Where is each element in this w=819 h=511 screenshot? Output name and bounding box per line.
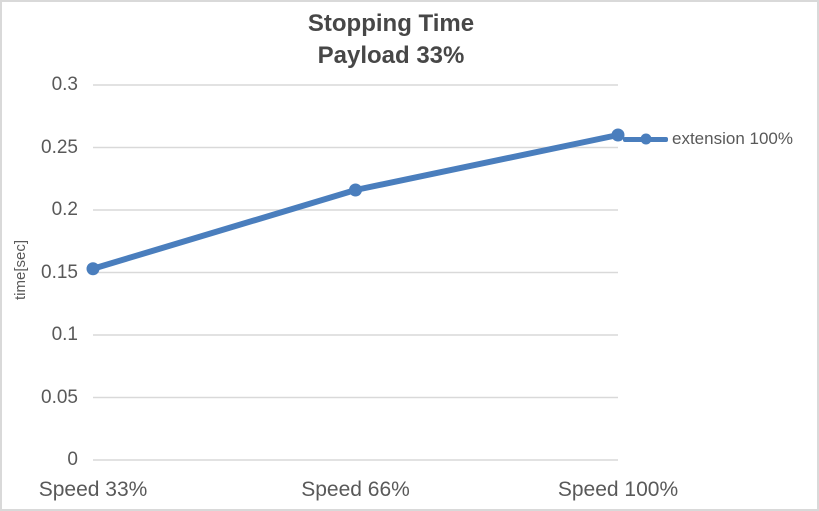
y-tick-label: 0.05 xyxy=(41,386,78,408)
chart-title-line2: Payload 33% xyxy=(317,42,465,69)
legend-line-marker-icon xyxy=(623,133,668,145)
legend-marker-dot-icon xyxy=(640,133,651,145)
data-point-marker xyxy=(611,128,625,142)
y-tick-label: 0.15 xyxy=(41,261,78,283)
y-tick-label: 0.25 xyxy=(41,136,78,158)
y-tick-label: 0.2 xyxy=(51,199,78,220)
x-axis-label: Speed 100% xyxy=(557,478,679,501)
y-tick-label: 0.3 xyxy=(51,74,78,95)
data-point-marker xyxy=(349,183,362,197)
chart-title: Stopping Time Payload 33% xyxy=(2,8,780,72)
data-point-marker xyxy=(86,262,100,276)
y-tick-label: 0.1 xyxy=(51,324,78,345)
data-line xyxy=(90,132,621,272)
y-axis-title: time[sec] xyxy=(12,240,29,301)
y-tick-label: 0 xyxy=(67,449,78,470)
chart-title-line1: Stopping Time xyxy=(307,10,475,37)
legend-series-label: extension 100% xyxy=(672,129,793,148)
x-axis-label: Speed 66% xyxy=(301,478,410,501)
legend: extension 100% xyxy=(623,128,793,150)
x-axis-label: Speed 33% xyxy=(38,478,148,501)
